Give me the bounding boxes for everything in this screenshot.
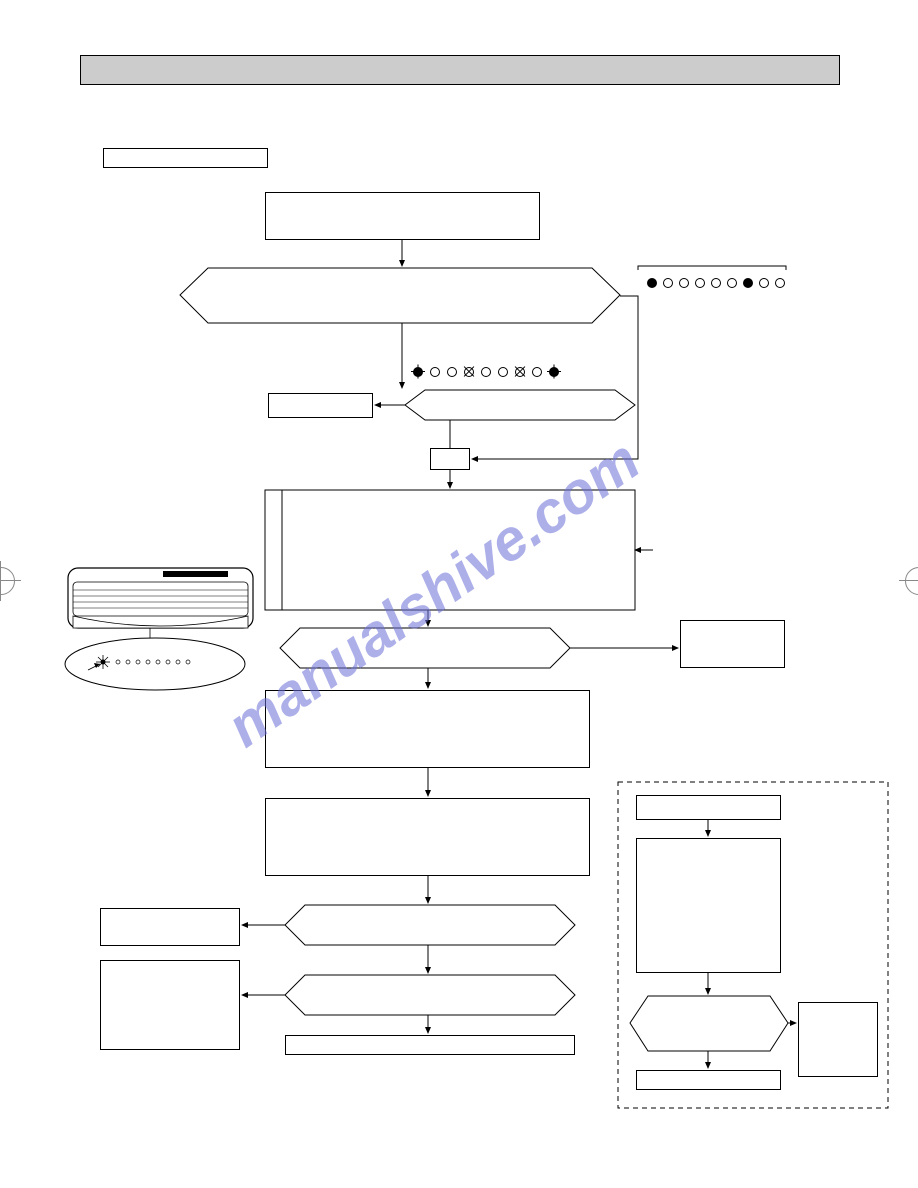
led-bracket <box>638 266 786 270</box>
side-box-5 <box>100 960 240 1050</box>
decision-3 <box>280 628 570 668</box>
led-dot <box>663 278 673 288</box>
led-dot <box>743 278 753 288</box>
decision-2 <box>405 390 635 420</box>
ac-unit-illustration <box>65 568 253 690</box>
led-pattern-1 <box>647 278 785 288</box>
start-box <box>265 192 540 240</box>
led-dot <box>413 367 423 377</box>
led-dot <box>679 278 689 288</box>
led-dot <box>532 367 542 377</box>
led-dot <box>498 367 508 377</box>
led-dot <box>775 278 785 288</box>
led-dot <box>515 367 525 377</box>
process-2 <box>265 690 590 768</box>
end-box <box>285 1035 575 1055</box>
process-3 <box>265 798 590 876</box>
led-dot <box>727 278 737 288</box>
decision-4 <box>285 905 575 945</box>
led-dot <box>447 367 457 377</box>
dash-box-a <box>636 795 781 820</box>
diagram-canvas: manualshive.com <box>0 0 918 1188</box>
dash-box-b <box>636 838 781 973</box>
led-dot <box>647 278 657 288</box>
led-dot <box>481 367 491 377</box>
led-dot <box>695 278 705 288</box>
led-dot <box>430 367 440 377</box>
label-box <box>103 148 268 168</box>
decision-1 <box>180 268 620 323</box>
led-dot <box>759 278 769 288</box>
side-box-2 <box>268 393 373 418</box>
sub-decision <box>630 996 788 1051</box>
led-dot <box>464 367 474 377</box>
decision-5 <box>285 975 575 1015</box>
process-1-outer <box>265 490 635 610</box>
side-box-4 <box>100 908 240 946</box>
led-dot <box>549 367 559 377</box>
led-pattern-2 <box>413 367 559 377</box>
join-box <box>430 448 470 470</box>
dash-box-d <box>636 1070 781 1090</box>
side-box-3 <box>680 620 785 668</box>
dash-box-e <box>798 1002 878 1077</box>
led-dot <box>711 278 721 288</box>
